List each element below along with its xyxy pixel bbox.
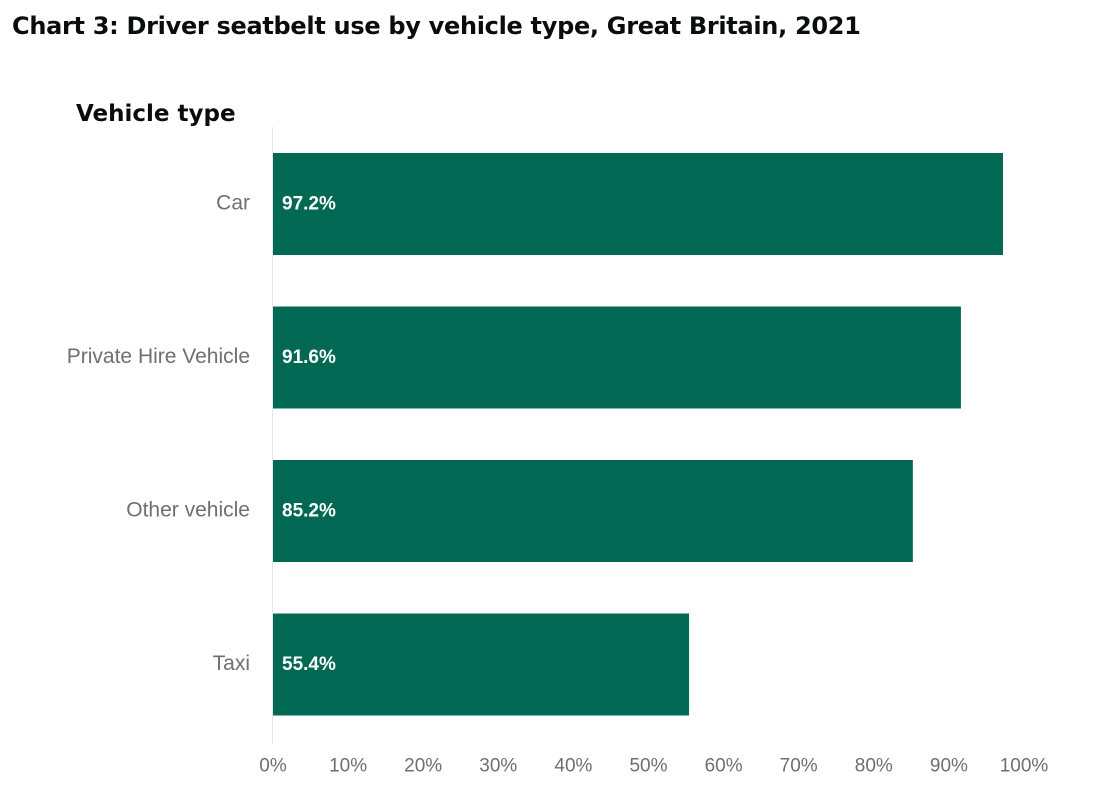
y-axis-title: Vehicle type: [76, 101, 236, 127]
category-label: Other vehicle: [126, 499, 250, 522]
bar-value-label: 97.2%: [282, 194, 336, 215]
category-label: Private Hire Vehicle: [67, 345, 250, 368]
x-tick-label: 0%: [259, 756, 287, 777]
x-tick-label: 70%: [780, 756, 818, 777]
x-tick-label: 30%: [479, 756, 517, 777]
category-label: Taxi: [213, 652, 250, 675]
bar-car: [273, 153, 1003, 255]
x-tick-label: 10%: [329, 756, 367, 777]
bar-private-hire-vehicle: [273, 306, 961, 409]
bar-value-label: 85.2%: [282, 501, 336, 522]
bar-value-label: 55.4%: [282, 654, 336, 675]
x-tick-label: 40%: [554, 756, 592, 777]
x-tick-label: 80%: [855, 756, 893, 777]
bar-value-label: 91.6%: [282, 347, 336, 368]
x-tick-label: 90%: [930, 756, 968, 777]
bar-other-vehicle: [273, 460, 913, 562]
bar-taxi: [273, 613, 690, 716]
x-tick-label: 100%: [1000, 756, 1049, 777]
x-tick-label: 50%: [629, 756, 667, 777]
category-label: Car: [216, 192, 250, 215]
chart-title: Chart 3: Driver seatbelt use by vehicle …: [12, 12, 861, 40]
x-tick-label: 20%: [404, 756, 442, 777]
x-tick-label: 60%: [705, 756, 743, 777]
